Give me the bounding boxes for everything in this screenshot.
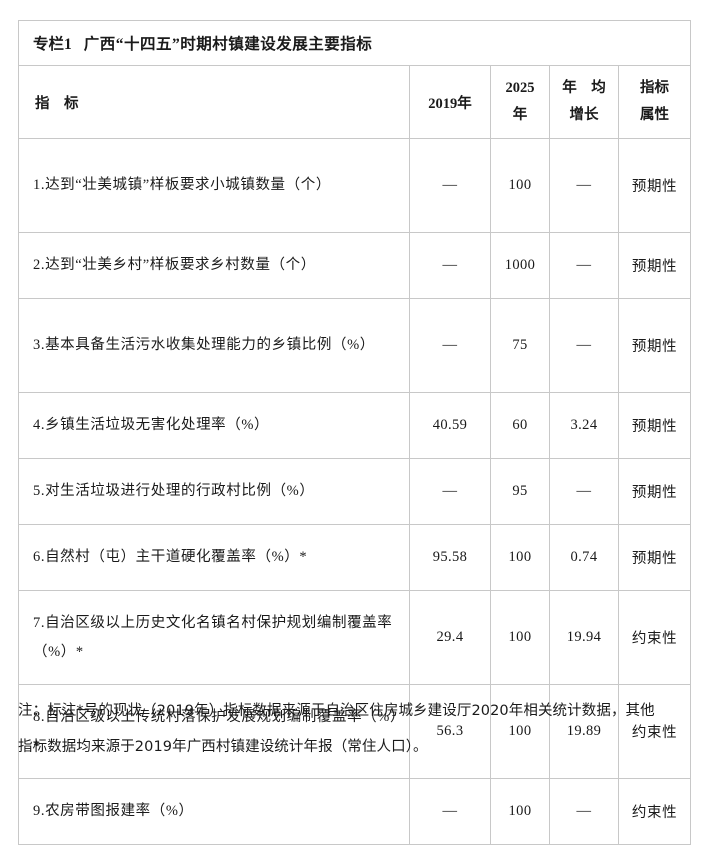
value-2019: — <box>409 458 491 525</box>
value-annual-growth: — <box>549 138 619 233</box>
indicator-name: 4.乡镇生活垃圾无害化处理率（%） <box>18 392 410 459</box>
header-annual-growth-line2: 增长 <box>569 107 599 123</box>
footnote-line-2: 指标数据均来源于2019年广西村镇建设统计年报（常住人口）。 <box>18 738 428 755</box>
value-2019: — <box>409 298 491 393</box>
table-header-row: 指 标 2019年 2025 年 年 均 增长 <box>18 65 692 139</box>
value-attribute: 预期性 <box>617 232 692 299</box>
indicators-table-container: 专栏1 广西“十四五”时期村镇建设发展主要指标 指 标 2019年 2025 年 … <box>17 20 692 845</box>
value-2025: 95 <box>490 458 550 525</box>
table-row: 4.乡镇生活垃圾无害化处理率（%） 40.59 60 3.24 预期性 <box>18 392 692 459</box>
indicator-name: 1.达到“壮美城镇”样板要求小城镇数量（个） <box>18 138 410 233</box>
value-2025: 60 <box>490 392 550 459</box>
value-2025: 1000 <box>490 232 550 299</box>
table-caption: 专栏1 广西“十四五”时期村镇建设发展主要指标 <box>17 20 692 66</box>
value-attribute: 预期性 <box>617 458 692 525</box>
indicator-name: 9.农房带图报建率（%） <box>18 778 410 845</box>
header-year-2019: 2019年 <box>409 65 491 139</box>
header-annual-growth-line1: 年 均 <box>562 80 606 97</box>
value-attribute: 预期性 <box>617 298 692 393</box>
document-page: 专栏1 广西“十四五”时期村镇建设发展主要指标 指 标 2019年 2025 年 … <box>17 20 696 845</box>
table-row: 5.对生活垃圾进行处理的行政村比例（%） — 95 — 预期性 <box>18 458 692 525</box>
caption-number: 专栏1 <box>33 36 72 53</box>
header-year-2025: 2025 年 <box>490 65 550 139</box>
footnote-line-1: 注：标注*号的现状（2019年）指标数据来源于自治区住房城乡建设厅2020年相关… <box>18 703 655 719</box>
value-attribute: 约束性 <box>617 684 692 779</box>
value-2019: — <box>409 778 491 845</box>
indicator-name: 2.达到“壮美乡村”样板要求乡村数量（个） <box>18 232 410 299</box>
table-row: 7.自治区级以上历史文化名镇名村保护规划编制覆盖率（%）* 29.4 100 1… <box>18 590 692 685</box>
header-indicator: 指 标 <box>18 65 410 139</box>
value-2025: 100 <box>490 524 550 591</box>
value-attribute: 约束性 <box>617 590 692 685</box>
value-2019: 40.59 <box>409 392 491 459</box>
caption-title: 广西“十四五”时期村镇建设发展主要指标 <box>83 36 373 53</box>
value-annual-growth: — <box>549 778 619 845</box>
table-row: 8.自治区级以上传统村落保护发展规划编制覆盖率（%）* 56.3 100 19.… <box>18 684 692 779</box>
value-attribute: 约束性 <box>617 778 692 845</box>
table-caption-row: 专栏1 广西“十四五”时期村镇建设发展主要指标 <box>17 20 692 66</box>
header-year-2025-line1: 2025 <box>505 80 535 97</box>
value-2025: 100 <box>490 138 550 233</box>
table-row: 1.达到“壮美城镇”样板要求小城镇数量（个） — 100 — 预期性 <box>18 138 692 233</box>
value-2019: — <box>409 138 491 233</box>
indicator-name: 7.自治区级以上历史文化名镇名村保护规划编制覆盖率（%）* <box>18 590 410 685</box>
indicator-name: 5.对生活垃圾进行处理的行政村比例（%） <box>18 458 410 525</box>
header-attribute-line2: 属性 <box>640 107 670 123</box>
table-row: 6.自然村（屯）主干道硬化覆盖率（%）* 95.58 100 0.74 预期性 <box>18 524 692 591</box>
value-attribute: 预期性 <box>617 138 692 233</box>
value-annual-growth: 0.74 <box>549 524 619 591</box>
value-2025: 100 <box>490 590 550 685</box>
value-2019: 56.3 <box>409 684 491 779</box>
value-2019: 95.58 <box>409 524 491 591</box>
header-attribute: 指标 属性 <box>617 65 692 139</box>
value-annual-growth: — <box>549 298 619 393</box>
table-row: 9.农房带图报建率（%） — 100 — 约束性 <box>18 778 692 845</box>
indicator-name: 3.基本具备生活污水收集处理能力的乡镇比例（%） <box>18 298 410 393</box>
value-attribute: 预期性 <box>617 392 692 459</box>
value-annual-growth: 19.94 <box>549 590 619 685</box>
indicator-name: 8.自治区级以上传统村落保护发展规划编制覆盖率（%）* <box>18 684 410 779</box>
header-attribute-line1: 指标 <box>640 80 670 97</box>
footnote: 注：标注*号的现状（2019年）指标数据来源于自治区住房城乡建设厅2020年相关… <box>18 694 696 765</box>
value-2019: 29.4 <box>409 590 491 685</box>
value-annual-growth: — <box>549 458 619 525</box>
value-2025: 100 <box>490 778 550 845</box>
value-annual-growth: 3.24 <box>549 392 619 459</box>
indicators-table: 专栏1 广西“十四五”时期村镇建设发展主要指标 指 标 2019年 2025 年 … <box>17 20 692 845</box>
value-annual-growth: — <box>549 232 619 299</box>
header-year-2025-line2: 年 <box>512 107 528 123</box>
value-attribute: 预期性 <box>617 524 692 591</box>
header-annual-growth: 年 均 增长 <box>549 65 619 139</box>
indicator-name: 6.自然村（屯）主干道硬化覆盖率（%）* <box>18 524 410 591</box>
value-2025: 75 <box>490 298 550 393</box>
table-row: 2.达到“壮美乡村”样板要求乡村数量（个） — 1000 — 预期性 <box>18 232 692 299</box>
value-2019: — <box>409 232 491 299</box>
table-row: 3.基本具备生活污水收集处理能力的乡镇比例（%） — 75 — 预期性 <box>18 298 692 393</box>
